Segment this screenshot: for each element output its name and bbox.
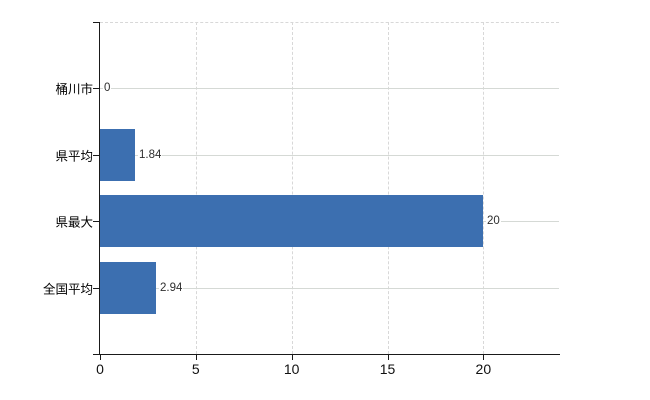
x-tick-label: 20: [475, 361, 492, 377]
horizontal-gridline: [100, 288, 559, 289]
bar: [100, 129, 135, 181]
x-axis-line: [94, 354, 560, 355]
plot-top-border: [100, 22, 559, 23]
y-axis-tick: [93, 288, 99, 289]
x-axis-tick: [100, 355, 101, 360]
x-axis-tick: [195, 355, 197, 360]
horizontal-gridline: [100, 155, 559, 156]
y-axis-tick: [93, 88, 99, 89]
y-axis-tick: [93, 221, 99, 222]
category-label: 県平均: [55, 149, 93, 164]
vertical-gridline: [291, 22, 293, 354]
category-label: 桶川市: [55, 82, 93, 97]
category-label: 全国平均: [42, 282, 93, 297]
value-label: 2.94: [159, 281, 184, 295]
category-label: 県最大: [55, 215, 93, 230]
x-axis-tick: [387, 355, 389, 360]
y-axis-tick: [93, 354, 99, 355]
y-axis-line: [99, 22, 100, 354]
value-label: 1.84: [138, 148, 163, 162]
vertical-gridline: [387, 22, 389, 354]
bar: [100, 262, 156, 314]
x-axis-tick: [291, 355, 293, 360]
vertical-gridline: [483, 22, 485, 354]
x-tick-label: 0: [96, 361, 104, 377]
vertical-gridline: [195, 22, 197, 354]
x-tick-label: 5: [191, 361, 200, 377]
x-tick-label: 10: [283, 361, 300, 377]
horizontal-gridline: [100, 88, 559, 89]
value-label: 20: [486, 214, 501, 228]
bar: [100, 195, 483, 247]
value-label: 0: [103, 81, 112, 95]
x-tick-label: 15: [379, 361, 396, 377]
y-axis-tick: [93, 155, 99, 156]
y-axis-tick: [93, 22, 99, 23]
x-axis-tick: [483, 355, 485, 360]
